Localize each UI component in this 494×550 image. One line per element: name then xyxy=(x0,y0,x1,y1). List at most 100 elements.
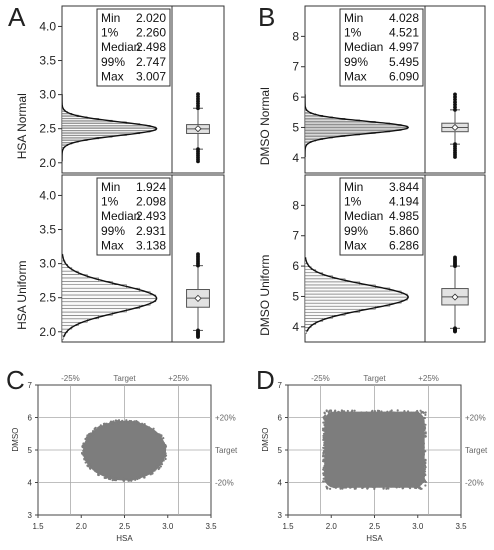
y-tick-label: 5 xyxy=(28,446,33,455)
scatter-point xyxy=(130,478,133,481)
scatter-point xyxy=(323,441,326,445)
point-cloud xyxy=(80,419,168,482)
scatter-point xyxy=(378,485,381,488)
histogram xyxy=(305,94,410,157)
scatter-point xyxy=(84,437,87,441)
scatter-point xyxy=(399,411,403,414)
scatter-point xyxy=(324,480,327,483)
outlier-point xyxy=(196,147,200,152)
histogram-bin xyxy=(62,308,127,313)
outlier-point xyxy=(453,255,457,260)
stat-value: 5.495 xyxy=(389,55,419,69)
scatter-point xyxy=(158,461,162,464)
y-tick-label: 4 xyxy=(292,320,299,334)
y-tick-label: 7 xyxy=(278,381,283,390)
histogram-bin xyxy=(62,294,157,299)
y-tick-label: 6 xyxy=(278,414,283,423)
scatter-point xyxy=(377,410,380,413)
scatter-point xyxy=(424,411,427,414)
y-tick-label: 4 xyxy=(278,479,283,488)
scatter-point xyxy=(81,452,84,455)
scatter-point xyxy=(111,476,114,479)
scatter-point xyxy=(371,409,374,412)
top-reference-label: -25% xyxy=(61,374,80,383)
scatter-point xyxy=(154,467,157,470)
scatter-point xyxy=(340,485,343,488)
histogram-bin xyxy=(305,305,376,310)
scatter-point xyxy=(423,428,426,431)
scatter-point xyxy=(344,486,348,489)
scatter-point xyxy=(390,485,393,488)
scatter-point xyxy=(138,477,141,480)
y-tick-label: 7 xyxy=(292,229,299,243)
scatter-point xyxy=(423,425,426,429)
scatter-point xyxy=(103,424,106,427)
scatter-point xyxy=(323,466,326,469)
scatter-point xyxy=(163,450,166,453)
scatter-point xyxy=(164,454,168,457)
stats-box xyxy=(339,8,424,87)
y-tick-label: 4.0 xyxy=(39,188,56,202)
scatter-point xyxy=(83,451,86,454)
scatter-point xyxy=(323,436,326,439)
scatter-point xyxy=(162,437,165,440)
scatter-point xyxy=(414,411,417,414)
scatter-point xyxy=(94,427,97,430)
scatter-point xyxy=(366,486,369,489)
stat-value: 4.997 xyxy=(389,40,419,54)
y-axis-label: HSA Uniform xyxy=(15,261,29,330)
scatter-point xyxy=(418,487,421,490)
histogram-bin xyxy=(62,298,157,303)
boxplot-frame xyxy=(424,174,486,343)
point-cloud xyxy=(321,409,427,491)
scatter-point xyxy=(321,429,325,432)
scatter-point xyxy=(112,477,115,480)
scatter-point xyxy=(422,480,425,484)
stat-label: Max xyxy=(344,238,367,252)
scatter-point xyxy=(97,426,100,429)
scatter-point xyxy=(83,457,86,460)
scatter-point xyxy=(396,409,399,412)
scatter-point xyxy=(322,477,325,480)
scatter-point xyxy=(112,420,115,423)
x-tick-label: 2.0 xyxy=(76,522,88,531)
histogram-bin xyxy=(62,128,157,131)
stat-value: 5.860 xyxy=(389,224,419,238)
scatter-point xyxy=(386,485,389,488)
scatter-point xyxy=(322,468,325,471)
scatter-point xyxy=(85,436,88,439)
stat-value: 2.498 xyxy=(136,40,166,54)
scatter-point xyxy=(337,410,340,413)
scatter-point xyxy=(424,484,427,487)
scatter-point xyxy=(363,485,366,488)
scatter-point xyxy=(134,421,137,424)
scatter-point xyxy=(344,411,347,414)
panel-label-a: A xyxy=(8,2,26,32)
y-tick-label: 3.0 xyxy=(39,257,56,271)
y-tick-label: 2.0 xyxy=(39,325,56,339)
scatter-point xyxy=(323,417,326,420)
scatter-point xyxy=(88,437,91,440)
scatter-point xyxy=(134,477,137,480)
stat-label: Max xyxy=(101,69,124,83)
scatter-point xyxy=(322,453,325,457)
stat-value: 3.007 xyxy=(136,69,166,83)
stat-value: 4.521 xyxy=(389,26,419,40)
scatter-point xyxy=(403,409,406,413)
scatter-point xyxy=(151,472,154,475)
scatter-point xyxy=(85,443,88,446)
scatter-point xyxy=(422,416,426,419)
histogram-bin xyxy=(62,284,127,289)
scatter-point xyxy=(94,468,97,471)
stat-value: 3.844 xyxy=(389,180,419,194)
scatter-point xyxy=(142,473,145,476)
scatter-point xyxy=(395,486,398,489)
scatter-point xyxy=(161,445,164,448)
scatter-point xyxy=(163,448,166,451)
scatter-point xyxy=(422,446,425,449)
y-axis-label: DMSO xyxy=(261,428,270,452)
scatter-point xyxy=(86,461,89,464)
y-tick-label: 3.5 xyxy=(39,223,56,237)
right-reference-label: Target xyxy=(215,446,238,455)
